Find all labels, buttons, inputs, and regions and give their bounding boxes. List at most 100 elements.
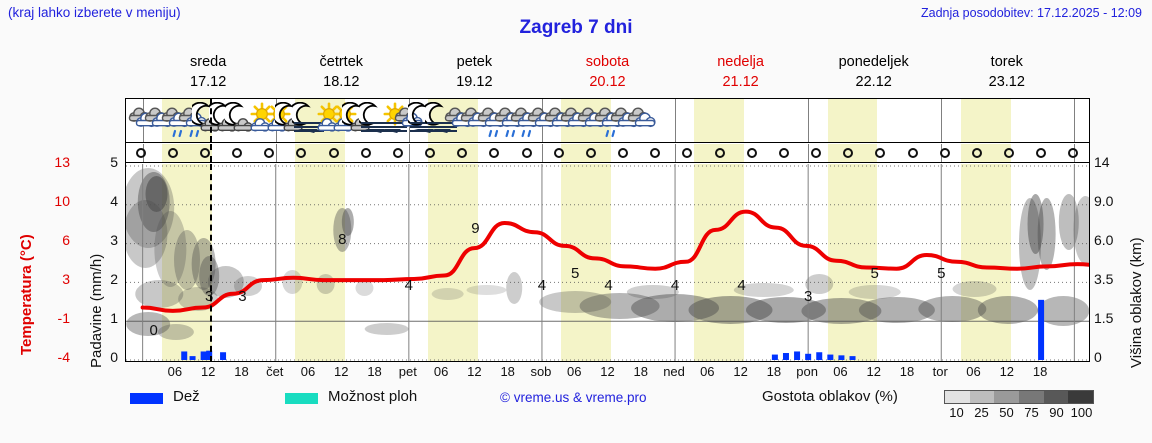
day-separator [808, 144, 810, 162]
weather-icon-night-cloudy [208, 102, 243, 140]
night-band [694, 164, 745, 361]
forecast-plot[interactable]: 0 3 3 8 4 9 4 5 4 4 4 3 5 5 [125, 98, 1090, 362]
temperature-point-label: 8 [338, 231, 347, 249]
temperature-axis-title: Temperatura (°C) [18, 234, 35, 355]
current-time-marker [210, 144, 213, 162]
day-separator [1074, 99, 1076, 142]
time-tick: 06 [167, 364, 183, 379]
cloud-density-tick: 75 [1024, 405, 1039, 420]
wind-calm-icon [360, 148, 371, 158]
day-name: sreda [190, 54, 227, 70]
temperature-point-label: 0 [149, 322, 158, 340]
cloud-density-step [1043, 391, 1069, 403]
night-band [960, 99, 1011, 142]
time-tick: 12 [467, 364, 482, 379]
day-separator [408, 144, 410, 162]
wind-calm-icon [457, 148, 468, 158]
time-tick: 06 [833, 364, 848, 379]
showers-legend-swatch [285, 393, 318, 404]
weather-icon-sun-cloud [242, 102, 276, 140]
current-time-marker [210, 164, 213, 361]
cloud-density-step [994, 391, 1020, 403]
temperature-point-label: 4 [604, 276, 613, 294]
rain-legend-label: Dež [173, 388, 200, 405]
current-time-marker [210, 99, 213, 142]
temperature-point-label: 4 [670, 276, 680, 294]
wind-indicator-band [126, 144, 1089, 163]
temperature-point-label: 4 [737, 276, 746, 294]
night-band [428, 144, 479, 162]
day-date: 20.12 [589, 74, 626, 90]
cloud-density-tick: 25 [974, 405, 989, 420]
time-tick: pon [796, 364, 818, 379]
cloud-density-tick: 100 [1070, 405, 1093, 420]
cloud-height-axis-tick: 6.0 [1094, 232, 1114, 248]
day-date: 17.12 [190, 74, 227, 90]
temperature-point-label: 5 [571, 265, 580, 283]
precipitation-axis-title: Padavine (mm/h) [88, 253, 105, 368]
night-band [960, 144, 1011, 162]
time-tick: 12 [999, 364, 1015, 379]
time-tick: 18 [234, 364, 249, 379]
day-header-2: četrtek 18.12 [275, 52, 408, 92]
day-date: 18.12 [323, 74, 360, 90]
time-tick: tor [932, 364, 948, 379]
day-date: 23.12 [988, 74, 1025, 90]
cloud-height-axis-tick: 3.5 [1094, 271, 1114, 287]
precipitation-axis-tick: 2 [110, 271, 118, 287]
day-header-3: petek 19.12 [408, 52, 541, 92]
wind-calm-icon [714, 148, 725, 158]
weather-icon-cloudy [625, 102, 659, 140]
wind-calm-icon [746, 148, 757, 158]
day-header-5: nedelja 21.12 [674, 52, 807, 92]
wind-calm-icon [1004, 148, 1015, 158]
day-separator [675, 144, 677, 162]
day-separator [275, 144, 277, 162]
temperature-point-label: 4 [404, 276, 414, 294]
time-tick: 06 [300, 364, 316, 379]
wind-calm-icon [811, 148, 822, 158]
day-name: ponedeljek [838, 54, 909, 70]
wind-calm-icon [843, 148, 854, 158]
time-axis: 06 12 18 čet 06 12 18 pet 06 12 18 sob 06 12 18 ned 06 12… [125, 364, 1090, 382]
temperature-axis-tick: -1 [57, 310, 70, 326]
temperature-line [140, 209, 1089, 313]
wind-calm-icon [971, 148, 982, 158]
precipitation-bars [181, 299, 1045, 360]
wind-calm-icon [328, 148, 339, 158]
day-header-4: sobota 20.12 [541, 52, 674, 92]
cloud-height-axis-title: Višina oblakov (km) [1128, 237, 1145, 368]
temperature-point-label: 4 [537, 276, 547, 294]
temperature-point-label: 9 [471, 219, 480, 237]
cloud-height-axis-tick: 1.5 [1094, 310, 1114, 326]
day-name: nedelja [717, 54, 764, 70]
last-updated-label: Zadnja posodobitev: 17.12.2025 - 12:09 [920, 6, 1142, 20]
cloud-height-axis-tick: 0 [1094, 349, 1102, 365]
night-band [295, 164, 346, 361]
wind-calm-icon [682, 148, 693, 158]
day-name: torek [990, 54, 1023, 70]
location-menu-hint[interactable]: (kraj lahko izberete v meniju) [8, 5, 181, 20]
wind-calm-icon [392, 148, 403, 158]
time-tick: 12 [866, 364, 881, 379]
cloud-density-ticks: 10 25 50 75 90 100 [944, 405, 1094, 421]
day-header-7: torek 23.12 [940, 52, 1073, 92]
temperature-point-label: 5 [870, 265, 879, 283]
time-tick: 12 [733, 364, 748, 379]
page-title: Zagreb 7 dni [519, 17, 633, 38]
cloud-density-gradient [944, 390, 1094, 404]
cloud-density-tick: 10 [949, 405, 964, 420]
cloud-density-legend-label: Gostota oblakov (%) [762, 388, 898, 405]
wind-calm-icon [618, 148, 629, 158]
night-band [694, 99, 745, 142]
temperature-axis-tick: 13 [54, 154, 70, 170]
night-band [827, 99, 878, 142]
wind-calm-icon [425, 148, 436, 158]
time-tick: ned [663, 364, 685, 379]
precipitation-axis-tick: 0 [110, 349, 118, 365]
day-date: 21.12 [722, 74, 759, 90]
time-tick: sob [530, 364, 552, 379]
copyright-label[interactable]: © vreme.us & vreme.pro [500, 390, 647, 405]
wind-calm-icon [135, 148, 146, 158]
